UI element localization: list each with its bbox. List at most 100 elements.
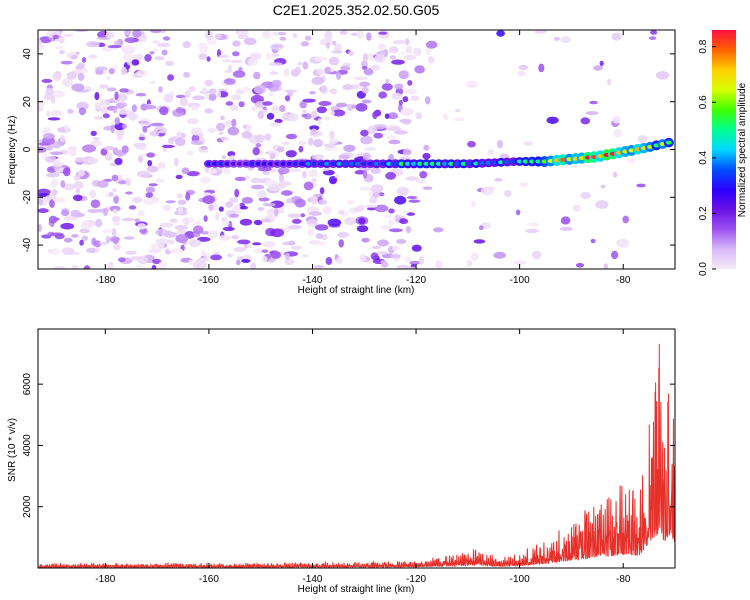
heatmap-cell: [252, 242, 262, 246]
heatmap-cell: [262, 171, 270, 176]
heatmap-cell: [50, 178, 59, 188]
heatmap-cell: [241, 87, 251, 92]
colorbar-tick-label: 0.8: [698, 39, 709, 53]
heatmap-cell: [272, 31, 280, 36]
heatmap-cell: [249, 52, 262, 60]
heatmap-cell: [402, 148, 412, 156]
heatmap-cell: [425, 46, 432, 56]
heatmap-cell: [38, 208, 49, 214]
heatmap-cell: [176, 131, 182, 138]
heatmap-cell: [79, 228, 90, 234]
heatmap-cell: [269, 71, 279, 75]
heatmap-cell: [118, 257, 126, 263]
heatmap-cell: [59, 134, 65, 143]
heatmap-cell: [145, 186, 156, 193]
heatmap-cell: [616, 238, 630, 248]
snr-x-ticks: -180 -160 -140 -120 -100 -80: [95, 329, 631, 585]
heatmap-cell: [120, 102, 128, 108]
heatmap-cell: [331, 50, 343, 54]
heatmap-cell: [590, 238, 596, 244]
heatmap-cell: [272, 53, 280, 57]
colorbar-gradient: [712, 30, 736, 269]
heatmap-cell: [253, 219, 263, 226]
heatmap-cell: [153, 48, 159, 52]
heatmap-cell: [290, 168, 302, 173]
x-tick-label: -160: [199, 574, 219, 585]
heatmap-cell: [102, 229, 113, 233]
heatmap-cell: [214, 33, 222, 39]
colorbar: 0.0 0.2 0.4 0.6 0.8 Normalized spectral ampl…: [698, 30, 748, 276]
heatmap-cell: [316, 68, 326, 75]
heatmap-cell: [394, 83, 404, 90]
heatmap-cell: [410, 95, 420, 101]
heatmap-cell: [125, 191, 133, 195]
heatmap-cell: [356, 225, 369, 233]
heatmap-cell: [354, 76, 368, 81]
ridge-core: [665, 140, 672, 145]
heatmap-cell: [254, 134, 265, 143]
heatmap-cell: [370, 167, 382, 174]
heatmap-cell: [324, 30, 333, 40]
heatmap-cell: [261, 249, 269, 253]
heatmap-cell: [90, 130, 97, 137]
heatmap-cell: [77, 72, 85, 81]
heatmap-cell: [378, 43, 387, 51]
heatmap-cell: [52, 34, 60, 40]
heatmap-cell: [62, 167, 71, 177]
heatmap-cell: [60, 222, 75, 230]
heatmap-cell: [572, 204, 581, 212]
heatmap-cell: [325, 257, 333, 265]
heatmap-cell: [203, 215, 208, 222]
heatmap-cell: [493, 251, 507, 259]
heatmap-cell: [222, 226, 235, 232]
heatmap-cell: [342, 84, 354, 91]
heatmap-cell: [64, 124, 69, 132]
heatmap-cell: [400, 51, 405, 55]
heatmap-cell: [234, 188, 240, 198]
heatmap-cell: [309, 125, 320, 131]
heatmap-cell: [307, 228, 315, 237]
heatmap-cell: [648, 36, 657, 40]
chart-title: C2E1.2025.352.02.50.G05: [273, 2, 440, 18]
heatmap-cell: [404, 38, 410, 46]
heatmap-cell: [362, 152, 371, 161]
heatmap-cell: [177, 229, 187, 236]
heatmap-cell: [46, 110, 51, 117]
heatmap-cell: [76, 101, 89, 111]
heatmap-cell: [221, 220, 230, 226]
heatmap-cell: [254, 248, 264, 254]
heatmap-cell: [347, 103, 353, 111]
heatmap-cell: [86, 41, 100, 48]
heatmap-cell: [175, 174, 183, 180]
heatmap-cell: [231, 235, 240, 240]
heatmap-cell: [311, 76, 325, 85]
heatmap-cell: [320, 85, 328, 94]
heatmap-cell: [523, 141, 533, 146]
heatmap-cell: [322, 169, 335, 176]
heatmap-cell: [73, 174, 81, 181]
heatmap-cell: [403, 210, 409, 214]
heatmap-cell: [378, 31, 388, 35]
heatmap-cell: [113, 243, 121, 251]
heatmap-cell: [202, 195, 215, 205]
heatmap-cell: [63, 33, 74, 37]
heatmap-cell: [338, 154, 351, 160]
spectrogram-x-label: Height of straight line (km): [298, 285, 415, 296]
heatmap-cell: [113, 194, 119, 204]
heatmap-cell: [250, 184, 265, 190]
heatmap-cell: [311, 154, 325, 161]
heatmap-cell: [131, 104, 137, 113]
heatmap-cell: [216, 122, 225, 132]
heatmap-cell: [246, 244, 252, 249]
heatmap-cell: [137, 223, 147, 230]
heatmap-cell: [142, 198, 156, 205]
heatmap-cell: [138, 155, 143, 163]
heatmap-cell: [112, 208, 118, 214]
snr-panel: -180 -160 -140 -120 -100 -80 2000 4000 6000 Hei…: [7, 328, 676, 595]
heatmap-cell: [360, 135, 373, 145]
heatmap-cell: [354, 170, 365, 175]
heatmap-cell: [274, 118, 283, 124]
heatmap-cell: [241, 197, 254, 204]
colorbar-ticks: 0.0 0.2 0.4 0.6 0.8: [698, 39, 716, 276]
heatmap-cell: [560, 36, 572, 43]
